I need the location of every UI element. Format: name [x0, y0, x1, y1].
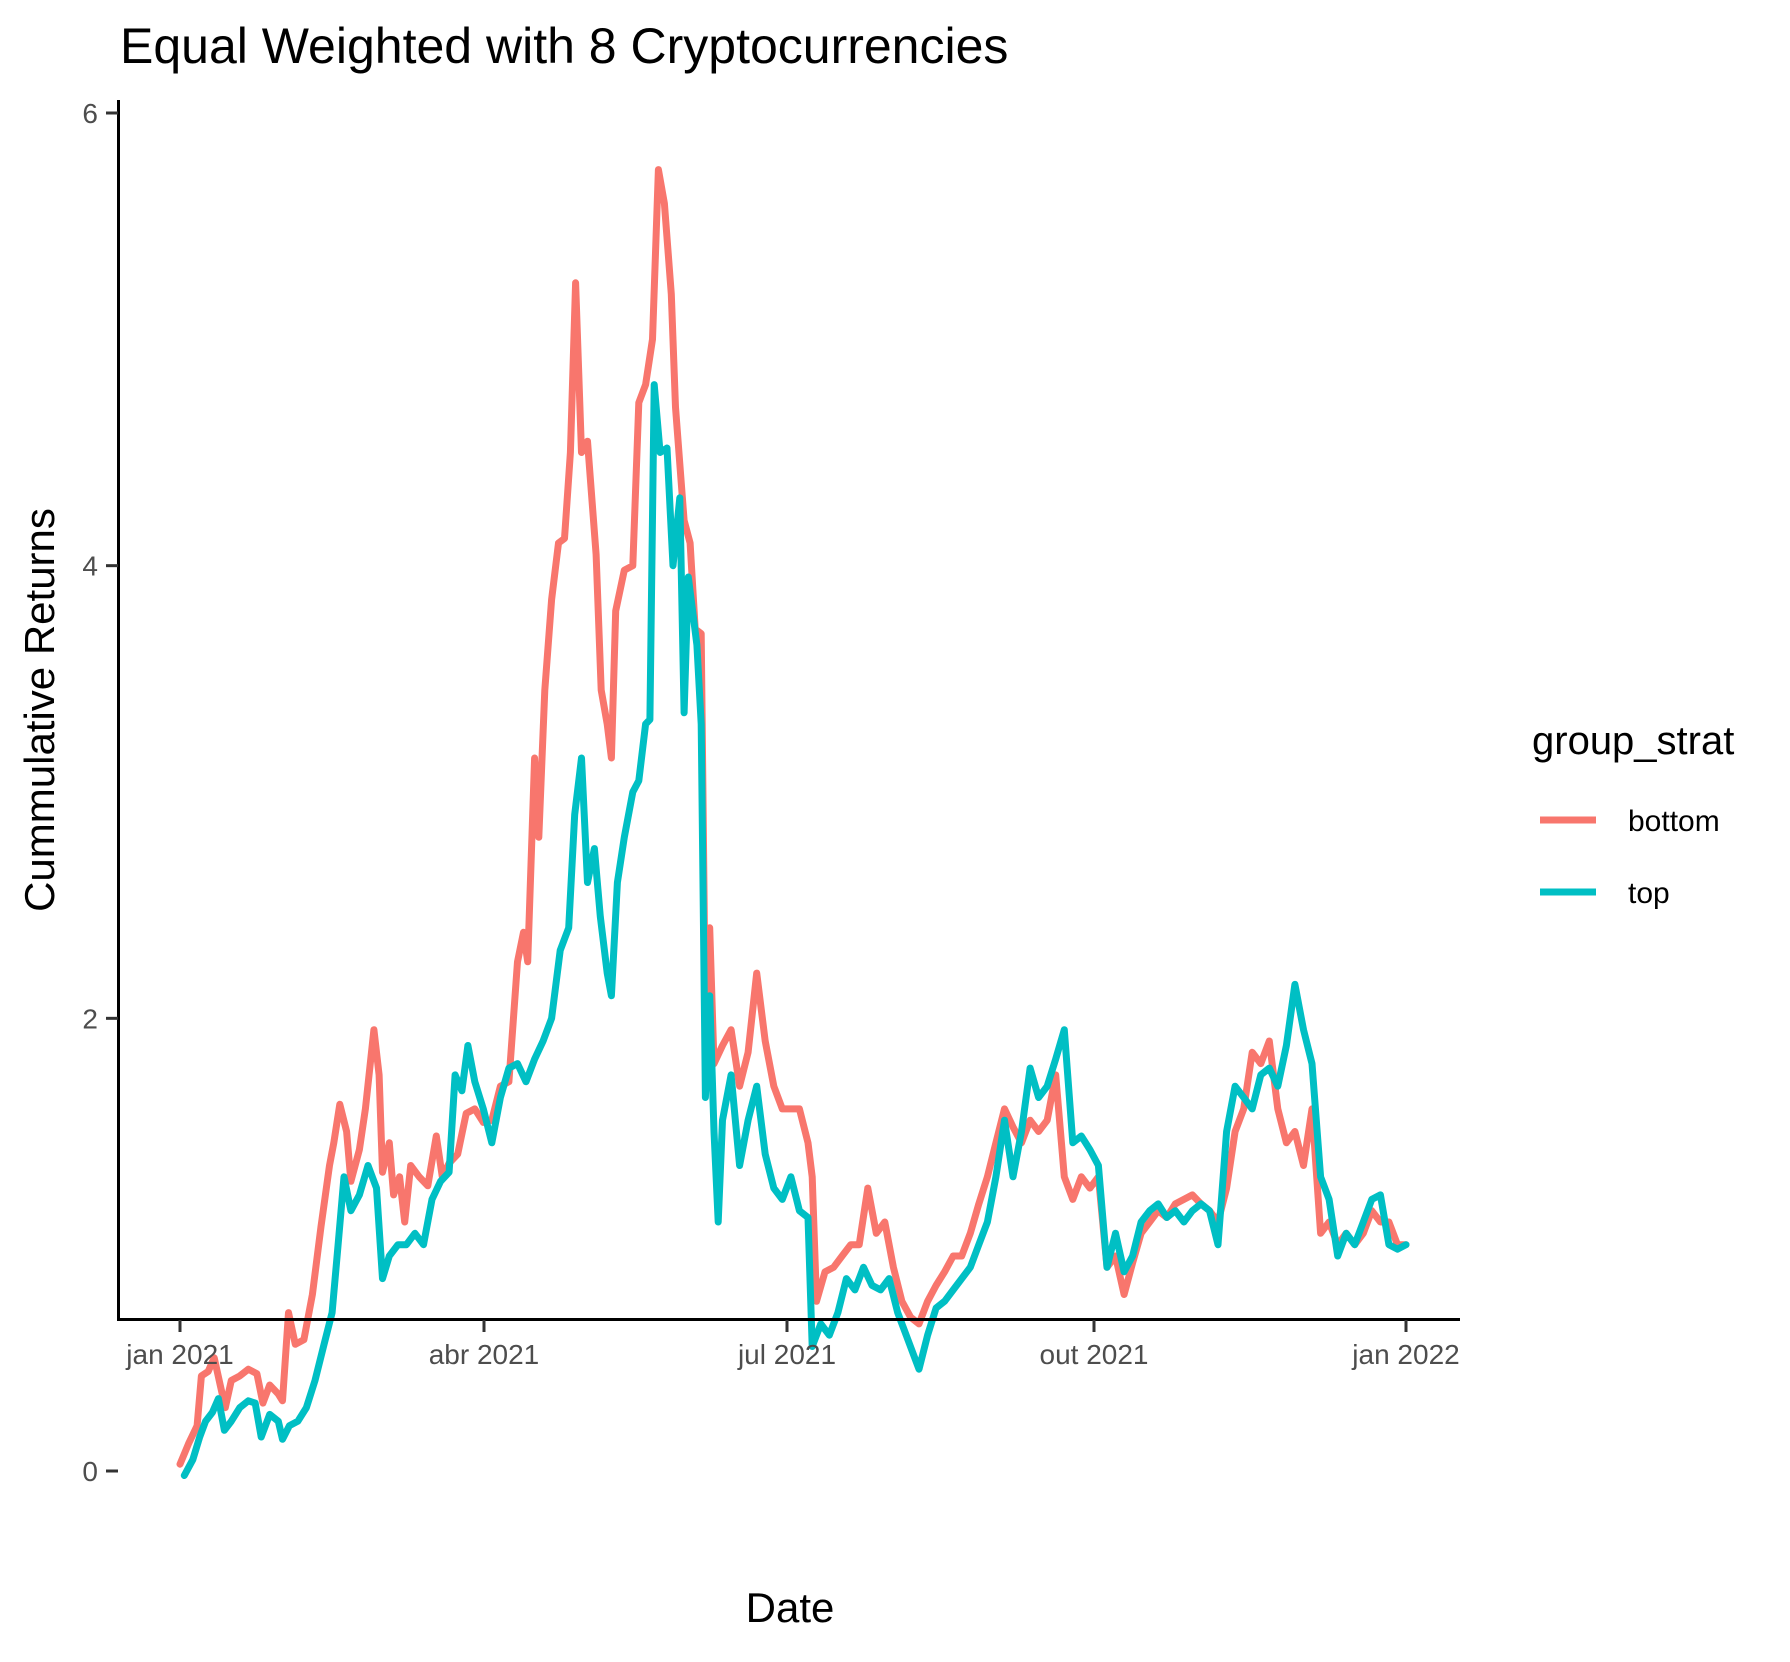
- x-axis-ticks: jan 2021 abr 2021 jul 2021 out 2021 jan 2022: [125, 1320, 1460, 1370]
- series-layer: [176, 166, 1410, 1479]
- legend-title: group_strat: [1532, 719, 1734, 763]
- y-tick-label: 2: [82, 1003, 98, 1034]
- x-tick-label: jan 2022: [1351, 1339, 1459, 1370]
- y-tick-label: 6: [82, 98, 98, 129]
- legend: group_strat bottom top: [1532, 719, 1734, 910]
- x-tick-label: abr 2021: [429, 1339, 540, 1370]
- y-tick-label: 4: [82, 551, 98, 582]
- series-line-top: [180, 381, 1410, 1479]
- y-axis-title: Cummulative Returns: [16, 508, 63, 912]
- chart-title: Equal Weighted with 8 Cryptocurrencies: [120, 18, 1008, 74]
- x-axis-title: Date: [746, 1584, 835, 1631]
- legend-label-bottom: bottom: [1628, 805, 1720, 838]
- y-tick-label: 0: [82, 1456, 98, 1487]
- legend-items: bottom top: [1540, 805, 1720, 910]
- y-axis-ticks: 0 2 4 6: [82, 98, 118, 1487]
- x-tick-label: out 2021: [1040, 1339, 1149, 1370]
- x-tick-label: jul 2021: [737, 1339, 836, 1370]
- x-tick-label: jan 2021: [125, 1339, 233, 1370]
- legend-label-top: top: [1628, 877, 1670, 910]
- series-line-bottom: [176, 166, 1410, 1468]
